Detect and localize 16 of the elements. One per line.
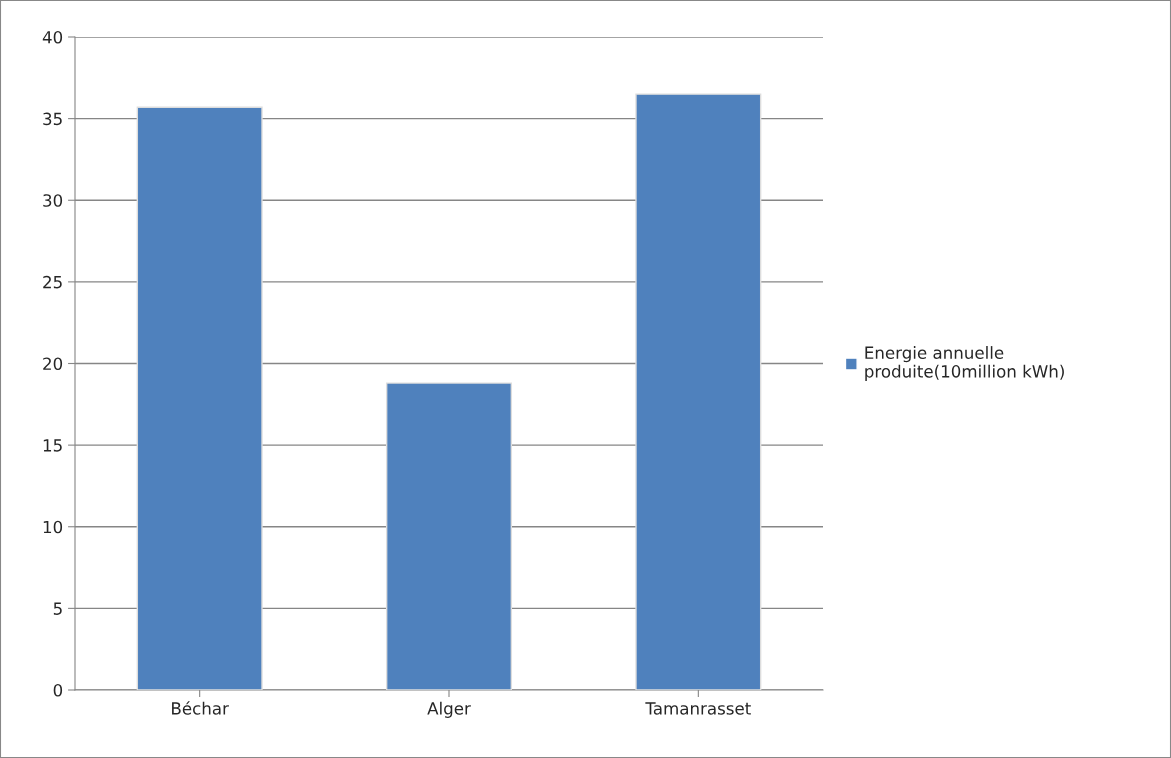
- y-tick-label: 10: [43, 520, 63, 534]
- y-tick-label: 0: [53, 683, 63, 697]
- y-tick-label: 5: [53, 602, 62, 615]
- y-tick-label: 40: [42, 30, 63, 44]
- x-tick-label: Alger: [427, 701, 471, 718]
- y-tick-label: 30: [43, 194, 63, 207]
- x-tick-label: Tamanrasset: [645, 702, 751, 715]
- bar: [385, 382, 513, 690]
- y-tick-label: 25: [43, 275, 62, 289]
- y-tick-label: 15: [43, 439, 62, 452]
- bar: [136, 106, 263, 690]
- legend-label: Energie annuelle produite(10million kWh): [865, 346, 1064, 381]
- y-tick-label: 20: [43, 357, 63, 371]
- x-tick-label: Béchar: [172, 701, 229, 715]
- y-tick-label: 35: [43, 112, 62, 126]
- bar: [635, 93, 762, 690]
